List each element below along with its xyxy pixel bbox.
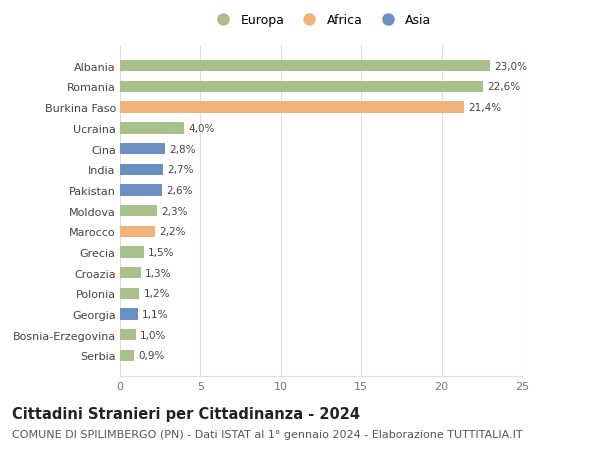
Text: 2,2%: 2,2%: [160, 227, 186, 237]
Text: 2,3%: 2,3%: [161, 206, 188, 216]
Text: 4,0%: 4,0%: [188, 123, 215, 134]
Text: 2,8%: 2,8%: [169, 144, 196, 154]
Legend: Europa, Africa, Asia: Europa, Africa, Asia: [206, 9, 437, 32]
Bar: [120, 102, 464, 113]
Bar: [120, 268, 141, 279]
Text: 1,0%: 1,0%: [140, 330, 166, 340]
Text: 1,5%: 1,5%: [148, 247, 175, 257]
Text: 2,7%: 2,7%: [167, 165, 194, 175]
Text: 2,6%: 2,6%: [166, 185, 193, 196]
Text: 1,1%: 1,1%: [142, 309, 168, 319]
Bar: [120, 206, 157, 217]
Text: 23,0%: 23,0%: [494, 62, 527, 72]
Bar: [120, 123, 184, 134]
Bar: [120, 288, 139, 299]
Text: 22,6%: 22,6%: [487, 82, 521, 92]
Bar: [120, 247, 144, 258]
Bar: [120, 350, 134, 361]
Bar: [120, 82, 484, 93]
Text: Cittadini Stranieri per Cittadinanza - 2024: Cittadini Stranieri per Cittadinanza - 2…: [12, 406, 360, 421]
Bar: [120, 61, 490, 72]
Bar: [120, 226, 155, 237]
Text: 1,2%: 1,2%: [143, 289, 170, 299]
Bar: [120, 185, 162, 196]
Bar: [120, 164, 163, 175]
Text: 1,3%: 1,3%: [145, 268, 172, 278]
Bar: [120, 309, 137, 320]
Bar: [120, 144, 165, 155]
Text: 21,4%: 21,4%: [468, 103, 501, 113]
Text: 0,9%: 0,9%: [139, 351, 165, 361]
Text: COMUNE DI SPILIMBERGO (PN) - Dati ISTAT al 1° gennaio 2024 - Elaborazione TUTTIT: COMUNE DI SPILIMBERGO (PN) - Dati ISTAT …: [12, 429, 523, 439]
Bar: [120, 330, 136, 341]
